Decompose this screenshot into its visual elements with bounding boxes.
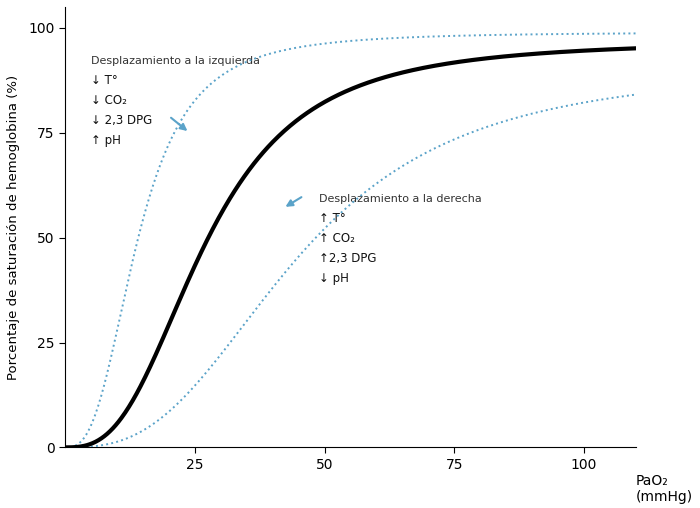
Text: Desplazamiento a la izquierda: Desplazamiento a la izquierda (91, 56, 260, 66)
Text: ↓ T°
↓ CO₂
↓ 2,3 DPG
↑ pH: ↓ T° ↓ CO₂ ↓ 2,3 DPG ↑ pH (91, 74, 153, 147)
Text: ↑ T°
↑ CO₂
↑2,3 DPG
↓ pH: ↑ T° ↑ CO₂ ↑2,3 DPG ↓ pH (319, 212, 377, 285)
Text: Desplazamiento a la derecha: Desplazamiento a la derecha (319, 194, 482, 204)
Text: PaO₂
(mmHg): PaO₂ (mmHg) (636, 474, 693, 504)
Y-axis label: Porcentaje de saturación de hemoglobina (%): Porcentaje de saturación de hemoglobina … (7, 75, 20, 379)
